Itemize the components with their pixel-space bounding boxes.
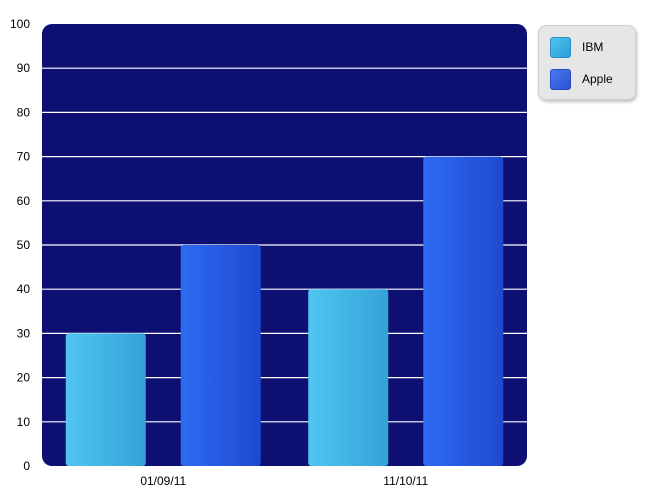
y-tick-label: 40: [17, 282, 31, 296]
legend-label-ibm: IBM: [582, 40, 604, 54]
x-tick-label: 11/10/11: [383, 474, 428, 488]
y-tick-label: 50: [17, 238, 31, 252]
x-tick-label: 01/09/11: [140, 474, 186, 488]
bar-ibm-0[interactable]: [65, 333, 146, 466]
y-tick-label: 0: [23, 459, 30, 473]
x-axis-ticks: 01/09/11 11/10/11: [140, 474, 428, 488]
bar-apple-0[interactable]: [180, 245, 261, 466]
y-tick-label: 10: [17, 415, 31, 429]
legend-label-apple: Apple: [582, 72, 613, 86]
y-tick-label: 100: [10, 17, 30, 31]
bar-apple-1[interactable]: [423, 156, 504, 466]
bar-ibm-1[interactable]: [308, 289, 389, 466]
y-tick-label: 30: [17, 326, 31, 340]
legend: IBM Apple: [538, 25, 636, 100]
y-tick-label: 60: [17, 194, 31, 208]
bars: [65, 156, 504, 466]
legend-item-ibm[interactable]: IBM: [550, 36, 603, 58]
y-tick-label: 80: [17, 105, 31, 119]
y-axis-ticks: 0 10 20 30 40 50 60 70 80 90 100: [10, 17, 30, 473]
y-tick-label: 20: [17, 371, 31, 385]
legend-swatch-ibm: [550, 36, 571, 58]
legend-swatch-apple: [550, 68, 571, 90]
y-tick-label: 70: [17, 150, 31, 164]
legend-item-apple[interactable]: Apple: [550, 68, 613, 90]
y-tick-label: 90: [17, 61, 31, 75]
